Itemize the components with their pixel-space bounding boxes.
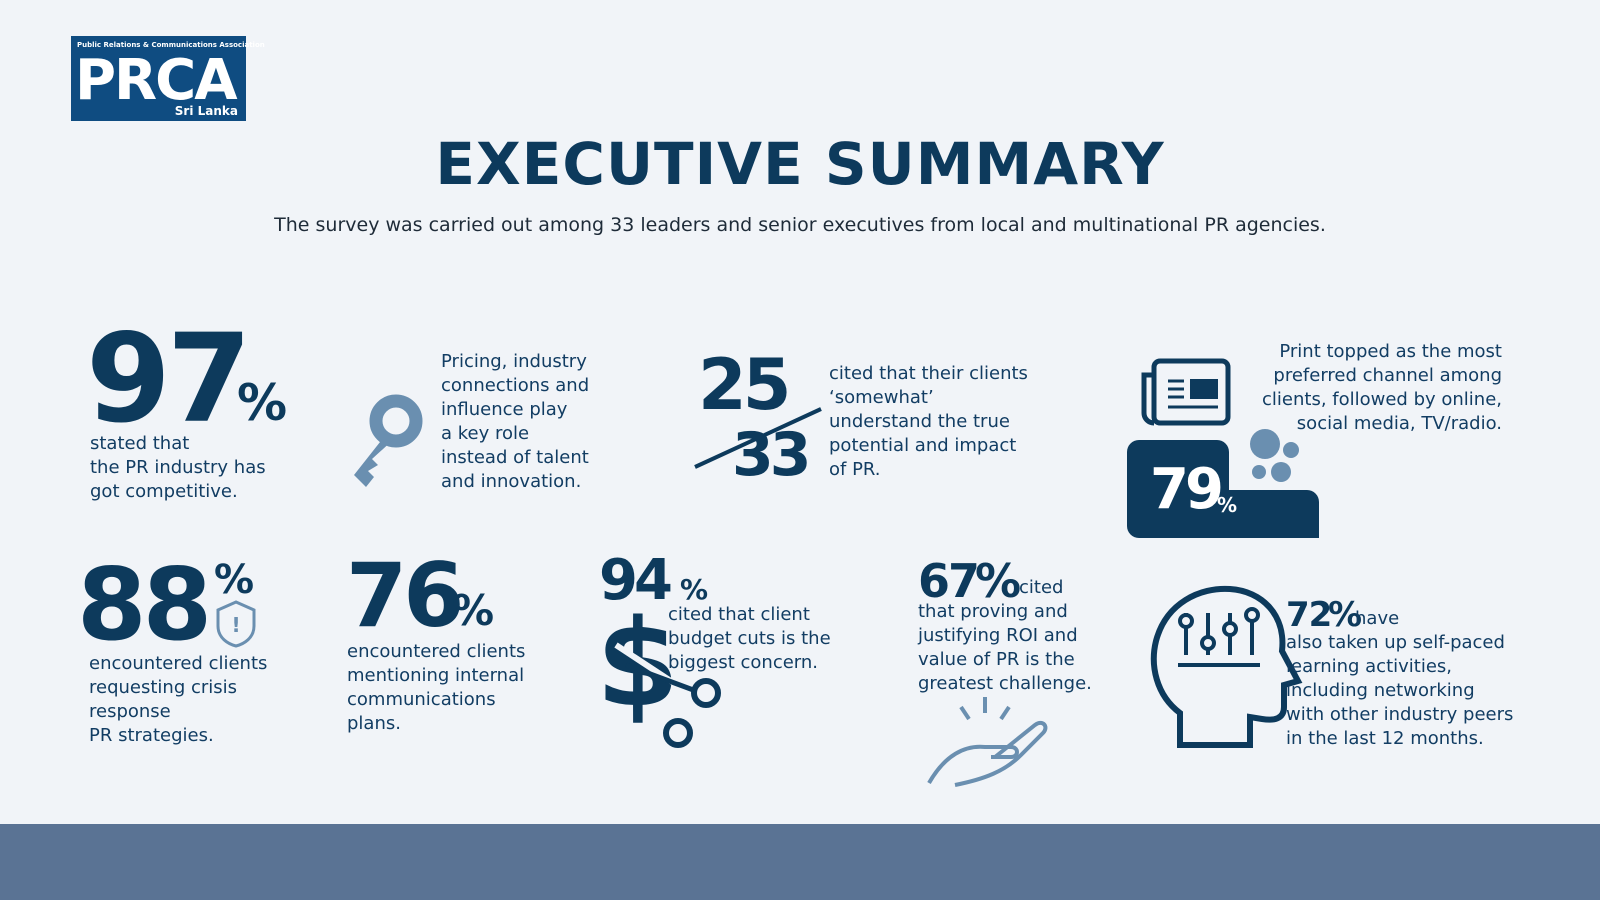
stat-unit: % — [1217, 493, 1238, 517]
text-line: Pricing, industry — [441, 351, 587, 372]
fraction-slash — [694, 407, 822, 469]
newspaper-icon — [1141, 358, 1231, 426]
stat-text: stated that the PR industry has got compet… — [90, 432, 266, 504]
logo: Public Relations & Communications Associ… — [71, 36, 265, 121]
stat-lead: cited — [1019, 577, 1064, 598]
text-line: including networking — [1286, 680, 1475, 701]
stat-figure: 79 — [1150, 457, 1224, 522]
text-line: encountered clients — [347, 641, 526, 662]
svg-text:!: ! — [231, 613, 240, 637]
logo-region: Sri Lanka — [174, 104, 238, 118]
text-line: greatest challenge. — [918, 673, 1092, 694]
text-line: response — [89, 701, 171, 722]
text-line: mentioning internal — [347, 665, 525, 686]
title: EXECUTIVE SUMMARY — [435, 130, 1165, 198]
print-badge — [1127, 429, 1319, 538]
text-line: of PR. — [829, 459, 881, 480]
text-line: a key role — [441, 423, 530, 444]
key-icon — [354, 394, 423, 487]
stat-figure: 94 — [599, 548, 673, 613]
text-line: value of PR is the — [918, 649, 1075, 670]
stat-figure: 88 — [77, 546, 212, 663]
logo-name: PRCA — [75, 48, 238, 113]
stat-text: cited that client budget cuts is the bigge… — [668, 603, 831, 675]
text-line: Print topped as the most — [1279, 341, 1502, 362]
text-line: cited that their clients — [829, 363, 1028, 384]
text-line: instead of talent — [441, 447, 589, 468]
stat-text: Print topped as the most preferred channe… — [1262, 340, 1502, 436]
stat-unit: % — [214, 557, 255, 603]
text-line: the PR industry has — [90, 457, 266, 478]
stat-unit: % — [237, 374, 288, 432]
fraction-denominator: 33 — [732, 420, 811, 490]
text-line: got competitive. — [90, 481, 238, 502]
fraction-numerator: 25 — [698, 344, 791, 426]
text-line: also taken up self-paced — [1286, 632, 1505, 653]
stat-lead: have — [1355, 608, 1400, 629]
text-line: biggest concern. — [668, 652, 819, 673]
text-line: social media, TV/radio. — [1296, 413, 1502, 434]
text-line: clients, followed by online, — [1262, 389, 1502, 410]
stat-text: also taken up self-paced learning activit… — [1286, 631, 1513, 751]
text-line: justifying ROI and — [918, 625, 1078, 646]
stat-figure: 97 — [86, 308, 252, 450]
text-line: encountered clients — [89, 653, 268, 674]
stat-unit: % — [680, 573, 709, 606]
text-line: that proving and — [918, 601, 1068, 622]
text-line: cited that client — [668, 604, 810, 625]
text-line: requesting crisis — [89, 677, 238, 698]
stat-text: encountered clients mentioning internal co… — [347, 640, 525, 736]
stat-text: encountered clients requesting crisis resp… — [89, 652, 267, 748]
text-line: and innovation. — [441, 471, 582, 492]
stat-text: that proving and justifying ROI and value … — [918, 600, 1092, 696]
text-line: understand the true — [829, 411, 1010, 432]
text-line: plans. — [347, 713, 401, 734]
shield-icon: ! — [216, 600, 256, 648]
stat-unit: % — [975, 554, 1022, 608]
text-line: PR strategies. — [89, 725, 214, 746]
text-line: preferred channel among — [1273, 365, 1502, 386]
logo-caption: Public Relations & Communications Associ… — [77, 41, 265, 49]
hand-icon — [927, 697, 1048, 787]
stat-figure: 76 — [346, 544, 464, 647]
svg-text:$: $ — [596, 595, 680, 734]
text-line: with other industry peers — [1286, 704, 1514, 725]
dollar-scissors-icon: $ — [596, 595, 721, 748]
text-line: communications — [347, 689, 496, 710]
text-line: ‘somewhat’ — [829, 387, 934, 408]
stat-text: Pricing, industry connections and influenc… — [441, 350, 589, 494]
subtitle: The survey was carried out among 33 lead… — [274, 214, 1326, 236]
text-line: connections and — [441, 375, 590, 396]
text-line: budget cuts is the — [668, 628, 831, 649]
text-line: stated that — [90, 433, 190, 454]
text-line: in the last 12 months. — [1286, 728, 1484, 749]
stat-text: cited that their clients ‘somewhat’ unders… — [829, 362, 1028, 482]
text-line: learning activities, — [1286, 656, 1453, 677]
stat-unit: % — [1328, 595, 1363, 635]
footer-band — [0, 824, 1600, 900]
stat-figure: 72 — [1286, 595, 1332, 635]
text-line: influence play — [441, 399, 568, 420]
stat-unit: % — [452, 586, 495, 635]
text-line: potential and impact — [829, 435, 1017, 456]
head-icon — [1150, 585, 1303, 748]
stat-figure: 67 — [918, 554, 980, 608]
